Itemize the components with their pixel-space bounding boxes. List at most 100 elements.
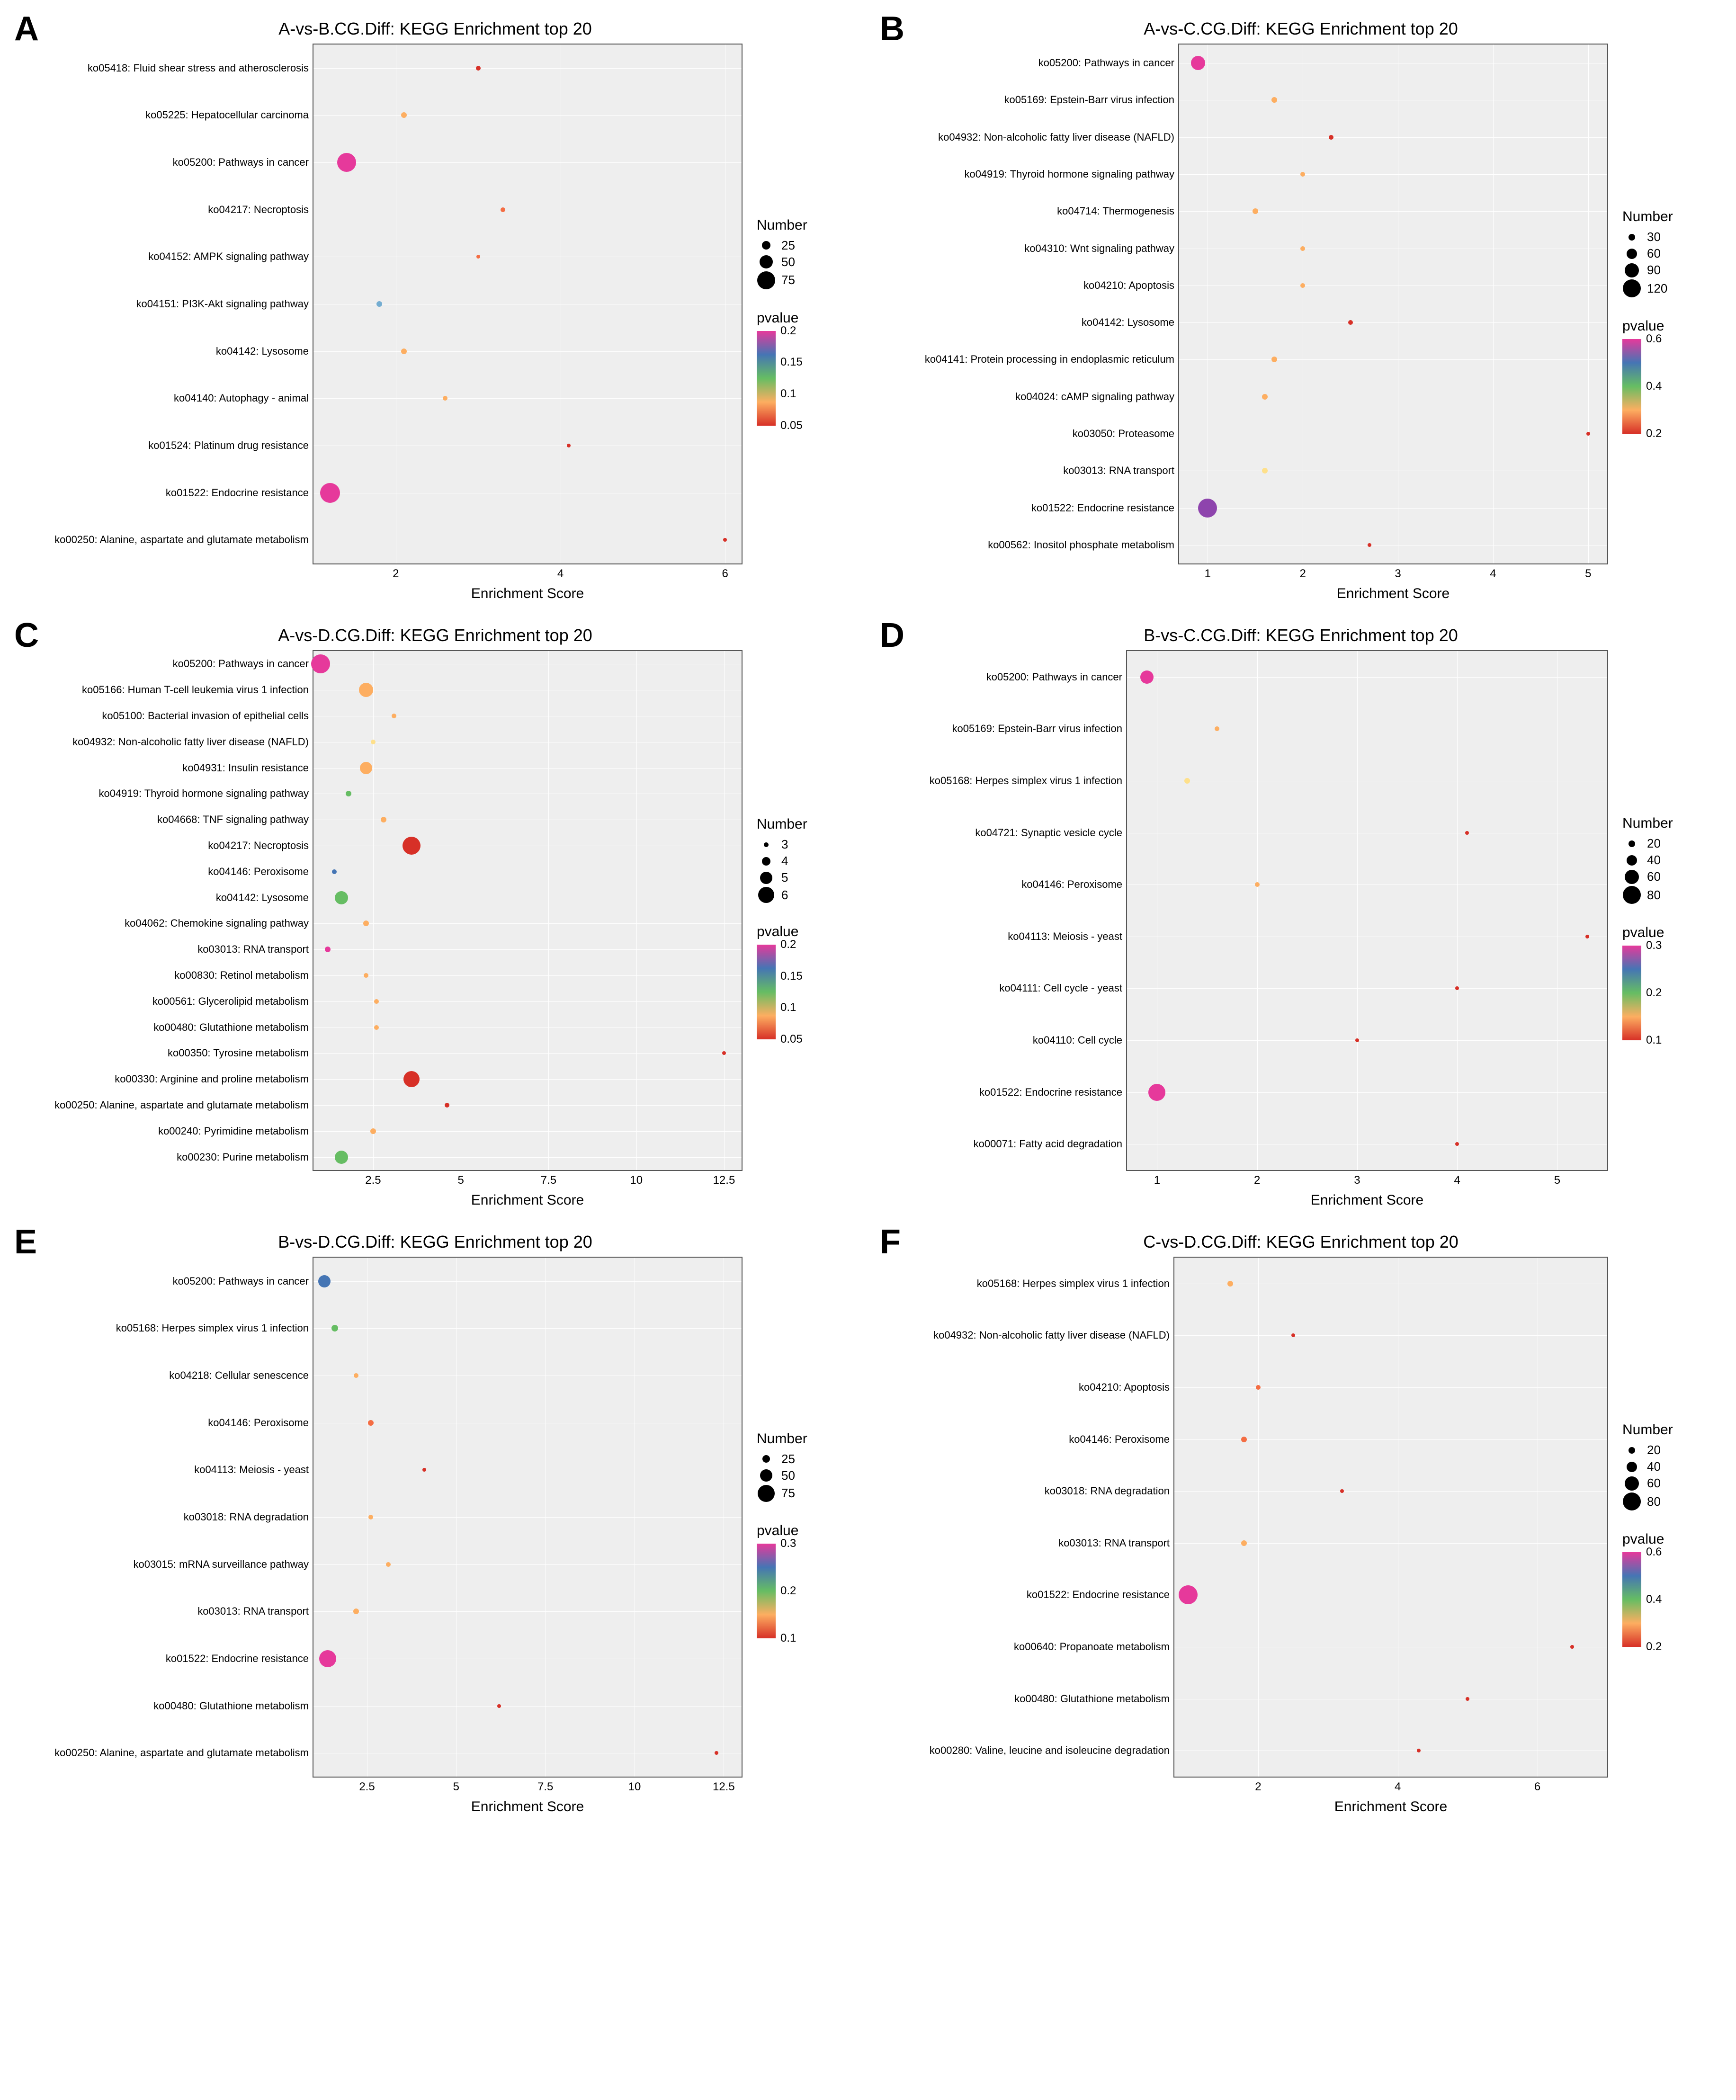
x-axis-tick: 4 bbox=[1454, 1170, 1460, 1187]
colorbar-tick: 0.3 bbox=[780, 1537, 796, 1550]
y-axis-label: ko04218: Cellular senescence bbox=[169, 1369, 313, 1382]
legend-size-row: 75 bbox=[757, 271, 856, 289]
colorbar-tick: 0.1 bbox=[780, 1632, 796, 1645]
data-point bbox=[376, 301, 382, 307]
data-point bbox=[360, 762, 372, 774]
data-point bbox=[319, 1650, 336, 1667]
panel-E: E B-vs-D.CG.Diff: KEGG Enrichment top 20 k… bbox=[9, 1223, 861, 1815]
y-axis-label: ko05200: Pathways in cancer bbox=[1038, 57, 1179, 69]
y-axis-label: ko04146: Peroxisome bbox=[1069, 1433, 1174, 1446]
y-axis-label: ko05200: Pathways in cancer bbox=[173, 1275, 313, 1287]
y-axis-label: ko03018: RNA degradation bbox=[1045, 1485, 1174, 1497]
data-point bbox=[1455, 1142, 1459, 1146]
y-axis-label: ko03018: RNA degradation bbox=[184, 1511, 313, 1523]
legend: Number306090120pvalue0.60.40.2 bbox=[1608, 44, 1727, 602]
y-axis-label: ko05200: Pathways in cancer bbox=[986, 671, 1127, 683]
x-axis-tick: 12.5 bbox=[713, 1170, 735, 1187]
data-point bbox=[497, 1704, 501, 1708]
y-axis-label: ko03013: RNA transport bbox=[1063, 465, 1179, 477]
legend: Number20406080pvalue0.60.40.2 bbox=[1608, 1257, 1727, 1815]
x-axis-tick: 4 bbox=[557, 563, 564, 581]
x-axis-tick: 4 bbox=[1490, 563, 1496, 581]
data-point bbox=[1300, 246, 1305, 251]
x-axis-tick: 10 bbox=[628, 1777, 641, 1794]
x-axis-tick: 2.5 bbox=[359, 1777, 375, 1794]
colorbar-tick: 0.2 bbox=[1646, 986, 1662, 1000]
colorbar-tick: 0.2 bbox=[780, 938, 796, 951]
colorbar-tick: 0.15 bbox=[780, 970, 803, 983]
colorbar-tick: 0.4 bbox=[1646, 380, 1662, 393]
y-axis-label: ko04111: Cell cycle - yeast bbox=[999, 982, 1127, 994]
colorbar-tick: 0.2 bbox=[780, 324, 796, 338]
legend: Number3456pvalue0.20.150.10.05 bbox=[743, 650, 861, 1208]
legend: Number255075pvalue0.20.150.10.05 bbox=[743, 44, 861, 602]
y-axis-label: ko00350: Tyrosine metabolism bbox=[168, 1047, 313, 1059]
plot-frame: ko05200: Pathways in cancerko05168: Herp… bbox=[313, 1257, 743, 1778]
chart-title: B-vs-C.CG.Diff: KEGG Enrichment top 20 bbox=[1144, 626, 1458, 645]
y-axis-label: ko04113: Meiosis - yeast bbox=[1008, 930, 1127, 943]
colorbar: 0.30.20.1 bbox=[1622, 946, 1641, 1040]
data-point bbox=[476, 255, 480, 259]
y-axis-label: ko03050: Proteasome bbox=[1073, 428, 1179, 440]
colorbar-tick: 0.3 bbox=[1646, 939, 1662, 952]
x-axis-tick: 5 bbox=[453, 1777, 459, 1794]
data-point bbox=[1466, 1697, 1469, 1701]
legend-size-row: 20 bbox=[1622, 836, 1722, 851]
y-axis-label: ko00250: Alanine, aspartate and glutamat… bbox=[54, 1099, 313, 1111]
colorbar: 0.30.20.1 bbox=[757, 1544, 776, 1638]
y-axis-label: ko00480: Glutathione metabolism bbox=[153, 1021, 313, 1034]
legend-size-row: 6 bbox=[757, 887, 856, 903]
chart-title: C-vs-D.CG.Diff: KEGG Enrichment top 20 bbox=[1143, 1232, 1459, 1252]
y-axis-label: ko04931: Insulin resistance bbox=[182, 762, 313, 774]
panel-C: CA-vs-D.CG.Diff: KEGG Enrichment top 20k… bbox=[9, 616, 861, 1208]
data-point bbox=[1198, 499, 1217, 518]
y-axis-label: ko04146: Peroxisome bbox=[1021, 878, 1127, 891]
data-point bbox=[1191, 56, 1205, 70]
data-point bbox=[422, 1468, 426, 1472]
legend-size-row: 30 bbox=[1622, 230, 1722, 244]
data-point bbox=[1253, 208, 1258, 214]
data-point bbox=[1271, 97, 1277, 103]
legend-pvalue-title: pvalue bbox=[1622, 1531, 1722, 1547]
y-axis-label: ko04217: Necroptosis bbox=[208, 204, 313, 216]
data-point bbox=[1184, 778, 1190, 784]
y-axis-label: ko04024: cAMP signaling pathway bbox=[1015, 391, 1179, 403]
panel-A: AA-vs-B.CG.Diff: KEGG Enrichment top 20k… bbox=[9, 9, 861, 602]
data-point bbox=[370, 1128, 376, 1134]
legend-number-title: Number bbox=[1622, 815, 1722, 831]
legend-size-row: 20 bbox=[1622, 1443, 1722, 1457]
x-axis-tick: 2 bbox=[1254, 1170, 1260, 1187]
data-point bbox=[368, 1515, 373, 1519]
y-axis-label: ko00562: Inositol phosphate metabolism bbox=[988, 539, 1179, 551]
y-axis-label: ko01524: Platinum drug resistance bbox=[148, 439, 313, 452]
legend-size-row: 50 bbox=[757, 255, 856, 269]
y-axis-label: ko04721: Synaptic vesicle cycle bbox=[975, 827, 1127, 839]
x-axis-tick: 5 bbox=[458, 1170, 464, 1187]
y-axis-label: ko05200: Pathways in cancer bbox=[173, 156, 313, 169]
y-axis-label: ko04714: Thermogenesis bbox=[1057, 205, 1179, 217]
y-axis-label: ko05225: Hepatocellular carcinoma bbox=[145, 109, 313, 121]
data-point bbox=[1262, 468, 1268, 474]
y-axis-label: ko04919: Thyroid hormone signaling pathw… bbox=[98, 787, 313, 800]
data-point bbox=[1348, 320, 1353, 325]
data-point bbox=[368, 1420, 374, 1426]
y-axis-label: ko00561: Glycerolipid metabolism bbox=[152, 995, 313, 1008]
data-point bbox=[1329, 135, 1333, 140]
y-axis-label: ko01522: Endocrine resistance bbox=[1031, 502, 1179, 514]
x-axis-tick: 2 bbox=[1255, 1777, 1261, 1794]
data-point bbox=[1300, 172, 1305, 177]
y-axis-label: ko05166: Human T-cell leukemia virus 1 i… bbox=[82, 684, 313, 696]
legend-size-row: 60 bbox=[1622, 1476, 1722, 1491]
y-axis-label: ko04113: Meiosis - yeast bbox=[194, 1464, 313, 1476]
y-axis-label: ko04140: Autophagy - animal bbox=[174, 392, 313, 404]
panel-D: DB-vs-C.CG.Diff: KEGG Enrichment top 20k… bbox=[875, 616, 1727, 1208]
y-axis-label: ko04210: Apoptosis bbox=[1079, 1381, 1174, 1394]
data-point bbox=[443, 396, 447, 401]
panel-letter: E bbox=[14, 1223, 37, 1261]
data-point bbox=[353, 1609, 359, 1614]
panel-letter: A bbox=[14, 9, 39, 48]
y-axis-label: ko04932: Non-alcoholic fatty liver disea… bbox=[72, 736, 313, 748]
chart-title: B-vs-D.CG.Diff: KEGG Enrichment top 20 bbox=[278, 1232, 592, 1252]
x-axis-label: Enrichment Score bbox=[313, 586, 743, 602]
x-axis-label: Enrichment Score bbox=[1126, 1192, 1608, 1208]
